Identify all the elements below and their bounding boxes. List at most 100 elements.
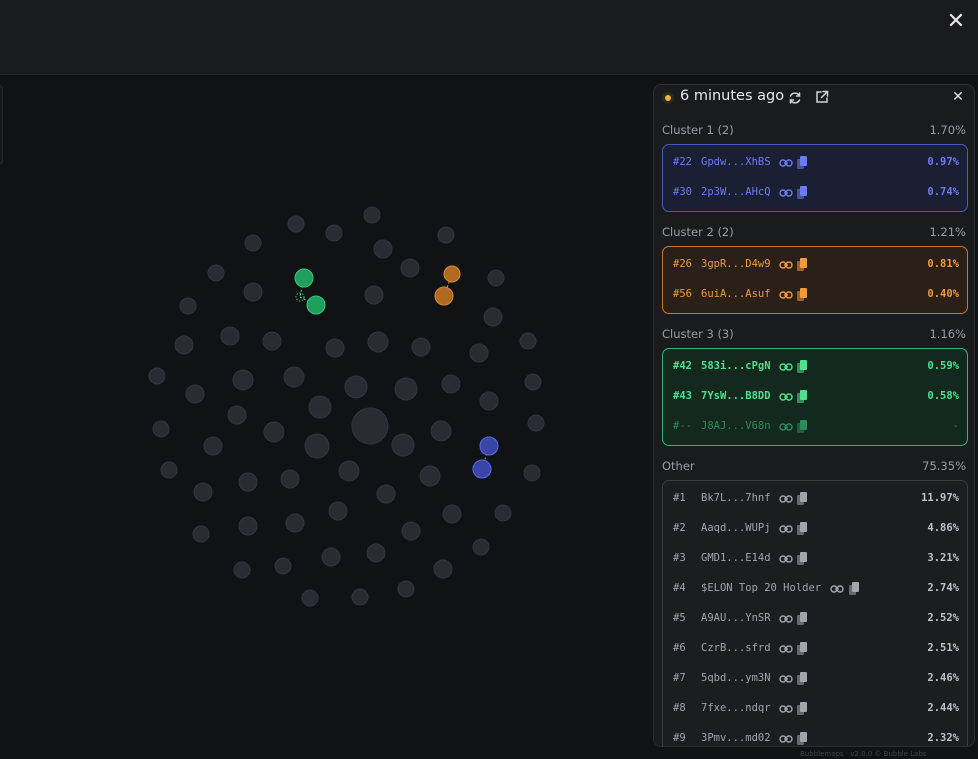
bubble-cluster-3[interactable] [294, 268, 314, 288]
bubble[interactable] [394, 377, 418, 401]
holder-address[interactable]: 583i...cPgN [701, 360, 771, 372]
bubble[interactable] [274, 557, 292, 575]
bubble[interactable] [344, 375, 368, 399]
bubble[interactable] [523, 464, 541, 482]
bubble[interactable] [262, 331, 282, 351]
bubble[interactable] [524, 373, 542, 391]
holder-address[interactable]: GMD1...E14d [701, 552, 771, 564]
bubble[interactable] [308, 395, 332, 419]
close-icon[interactable]: ✕ [946, 9, 966, 34]
bubble[interactable] [364, 285, 384, 305]
link-icon[interactable] [779, 259, 793, 271]
bubble[interactable] [494, 504, 512, 522]
holder-row[interactable]: #9 3Pmv...md02 2.32% [663, 724, 967, 746]
holder-address[interactable]: Aaqd...WUPj [701, 522, 771, 534]
copy-icon[interactable] [797, 492, 807, 505]
bubble[interactable] [479, 391, 499, 411]
holder-address[interactable]: 3Pmv...md02 [701, 732, 771, 744]
link-icon[interactable] [779, 703, 793, 715]
holder-row[interactable]: #22 Gpdw...XhBS 0.97% [663, 148, 967, 178]
bubble[interactable] [301, 589, 319, 607]
bubble[interactable] [367, 331, 389, 353]
holder-address[interactable]: CzrB...sfrd [701, 642, 771, 654]
link-icon[interactable] [779, 673, 793, 685]
link-icon[interactable] [779, 391, 793, 403]
copy-icon[interactable] [849, 582, 859, 595]
copy-icon[interactable] [797, 642, 807, 655]
copy-icon[interactable] [797, 612, 807, 625]
bubble[interactable] [397, 580, 415, 598]
copy-icon[interactable] [797, 702, 807, 715]
bubble[interactable] [193, 482, 213, 502]
copy-icon[interactable] [797, 186, 807, 199]
bubble[interactable] [287, 215, 305, 233]
bubble[interactable] [373, 239, 393, 259]
holder-address[interactable]: 6uiA...Asuf [701, 288, 771, 300]
bubble[interactable] [376, 484, 396, 504]
bubble[interactable] [220, 326, 240, 346]
link-icon[interactable] [830, 583, 844, 595]
bubble[interactable] [160, 461, 178, 479]
bubble[interactable] [419, 465, 441, 487]
external-link-icon[interactable] [814, 89, 830, 105]
bubble[interactable] [338, 460, 360, 482]
copy-icon[interactable] [797, 732, 807, 745]
bubble-cluster-2[interactable] [443, 265, 461, 283]
bubble[interactable] [285, 513, 305, 533]
bubble-cluster-3[interactable] [306, 295, 326, 315]
bubble[interactable] [400, 258, 420, 278]
holder-row[interactable]: #6 CzrB...sfrd 2.51% [663, 634, 967, 664]
bubble[interactable] [351, 407, 389, 445]
bubble[interactable] [244, 234, 262, 252]
bubble[interactable] [328, 501, 348, 521]
bubble[interactable] [469, 343, 489, 363]
holder-address[interactable]: 3gpR...D4w9 [701, 258, 771, 270]
bubble[interactable] [487, 269, 505, 287]
holder-row[interactable]: #-- J8AJ...V68n - [663, 412, 967, 442]
bubble[interactable] [321, 547, 341, 567]
bubble[interactable] [238, 516, 258, 536]
bubble[interactable] [283, 366, 305, 388]
holder-address[interactable]: A9AU...YnSR [701, 612, 771, 624]
bubble[interactable] [203, 436, 223, 456]
copy-icon[interactable] [797, 420, 807, 433]
copy-icon[interactable] [797, 522, 807, 535]
bubble-cluster-3-hidden[interactable] [295, 292, 305, 302]
bubble-map-canvas[interactable] [0, 76, 650, 759]
holder-row[interactable]: #7 5qbd...ym3N 2.46% [663, 664, 967, 694]
link-icon[interactable] [779, 733, 793, 745]
bubble[interactable] [325, 338, 345, 358]
bubble[interactable] [430, 420, 452, 442]
holder-address[interactable]: J8AJ...V68n [701, 420, 771, 432]
holder-row[interactable]: #30 2p3W...AHcQ 0.74% [663, 178, 967, 208]
holder-row[interactable]: #26 3gpR...D4w9 0.81% [663, 250, 967, 280]
holder-address[interactable]: 7YsW...B8DD [701, 390, 771, 402]
bubble[interactable] [304, 433, 330, 459]
holder-address[interactable]: Gpdw...XhBS [701, 156, 771, 168]
bubble[interactable] [243, 282, 263, 302]
link-icon[interactable] [779, 613, 793, 625]
holder-address[interactable]: 5qbd...ym3N [701, 672, 771, 684]
link-icon[interactable] [779, 187, 793, 199]
link-icon[interactable] [779, 643, 793, 655]
copy-icon[interactable] [797, 258, 807, 271]
bubble[interactable] [433, 559, 453, 579]
holder-address[interactable]: 7fxe...ndqr [701, 702, 771, 714]
bubble[interactable] [238, 472, 258, 492]
bubble[interactable] [472, 538, 490, 556]
bubble[interactable] [437, 226, 455, 244]
bubble[interactable] [233, 561, 251, 579]
holder-address[interactable]: Bk7L...7hnf [701, 492, 771, 504]
link-icon[interactable] [779, 361, 793, 373]
bubble[interactable] [351, 588, 369, 606]
bubble[interactable] [441, 374, 461, 394]
bubble[interactable] [263, 421, 285, 443]
copy-icon[interactable] [797, 552, 807, 565]
link-icon[interactable] [779, 157, 793, 169]
bubble[interactable] [363, 206, 381, 224]
link-icon[interactable] [779, 493, 793, 505]
panel-close-icon[interactable]: ✕ [952, 89, 964, 105]
link-icon[interactable] [779, 289, 793, 301]
holder-row[interactable]: #5 A9AU...YnSR 2.52% [663, 604, 967, 634]
bubble[interactable] [527, 414, 545, 432]
